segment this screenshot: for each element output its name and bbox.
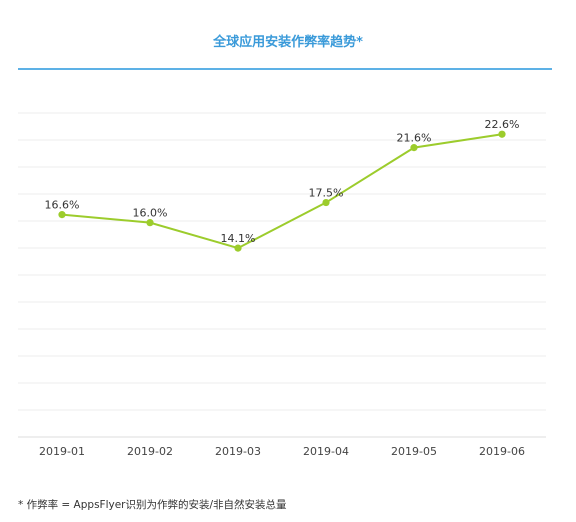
title-divider: [18, 68, 552, 70]
data-point: [146, 219, 154, 227]
footnote: * 作弊率 = AppsFlyer识别为作弊的安装/非自然安装总量: [18, 499, 287, 511]
data-point: [58, 211, 66, 219]
data-point: [322, 198, 330, 207]
x-axis-tick-labels: 2019-01 2019-02 2019-03 2019-04 2019-05 2019-…: [39, 445, 525, 458]
data-label: 16.0%: [133, 207, 168, 220]
x-tick-label: 2019-05: [391, 445, 437, 458]
data-point: [410, 144, 418, 152]
series-line-path: [61, 133, 503, 250]
data-label: 21.6%: [397, 132, 432, 145]
x-tick-label: 2019-02: [127, 445, 173, 458]
x-tick-label: 2019-01: [39, 445, 85, 458]
x-tick-label: 2019-03: [215, 445, 261, 458]
chart-title: 全球应用安装作弊率趋势*: [213, 35, 363, 50]
gridlines: [18, 112, 546, 438]
data-label: 17.5%: [309, 187, 344, 200]
series-line: 16.6% 16.0% 14.1% 17.5% 21.6% 22.6%: [45, 118, 520, 252]
data-label: 22.6%: [485, 118, 520, 131]
data-point: [498, 130, 506, 138]
data-label: 16.6%: [45, 199, 80, 212]
x-tick-label: 2019-04: [303, 445, 349, 458]
data-point: [234, 244, 242, 252]
data-label: 14.1%: [221, 232, 256, 245]
x-tick-label: 2019-06: [479, 445, 525, 458]
